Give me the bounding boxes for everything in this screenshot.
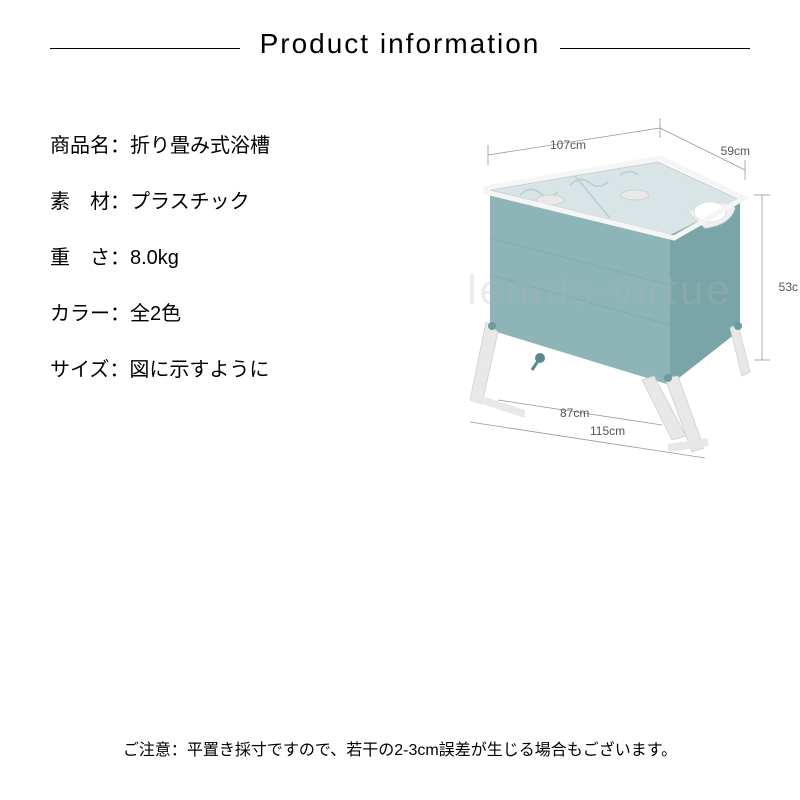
spec-row: 重 さ：8.0kg (50, 242, 410, 274)
dimension-bottom-outer: 115cm (590, 424, 625, 438)
dimension-bottom-inner: 87cm (560, 406, 589, 420)
spec-row: 商品名：折り畳み式浴槽 (50, 130, 410, 162)
spec-row: 素 材：プラスチック (50, 186, 410, 218)
spec-label: サイズ： (50, 354, 129, 386)
spec-label: 素 材： (50, 186, 130, 218)
dimension-top-length: 107cm (550, 138, 586, 152)
dimension-top-width: 59cm (721, 144, 750, 158)
watermark-text: lennis-virtue (467, 266, 732, 314)
spec-value: 図に示すように (129, 359, 269, 381)
product-image-area: lennis-virtue (410, 100, 790, 480)
tub-illustration: lennis-virtue (410, 100, 790, 480)
spec-value: 全2色 (130, 303, 181, 325)
spec-value: 折り畳み式浴槽 (130, 135, 270, 157)
header: Product information (0, 0, 800, 60)
spec-value: プラスチック (130, 191, 250, 213)
spec-label: 重 さ： (50, 242, 130, 274)
spec-value: 8.0kg (130, 247, 179, 269)
spec-row: サイズ：図に示すように (50, 354, 410, 386)
disclaimer-text: ご注意：平置き採寸ですので、若干の2-3cm誤差が生じる場合もございます。 (0, 736, 800, 760)
spec-list: 商品名：折り畳み式浴槽 素 材：プラスチック 重 さ：8.0kg カラー：全2色… (50, 130, 410, 480)
page-title: Product information (240, 28, 561, 60)
spec-label: カラー： (50, 298, 130, 330)
spec-row: カラー：全2色 (50, 298, 410, 330)
content-area: 商品名：折り畳み式浴槽 素 材：プラスチック 重 さ：8.0kg カラー：全2色… (0, 130, 800, 480)
spec-label: 商品名： (50, 130, 130, 162)
dimension-height: 53c (779, 280, 798, 294)
